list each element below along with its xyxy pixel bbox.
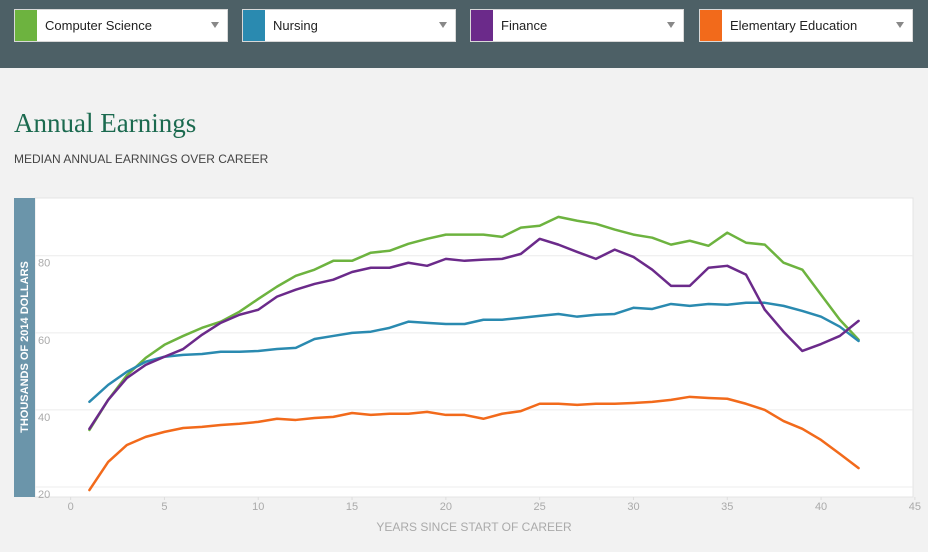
series-dropdown[interactable]: Elementary Education <box>699 9 913 42</box>
series-line <box>88 301 860 404</box>
series-swatch <box>471 10 493 41</box>
dropdown-arrow <box>667 22 675 28</box>
dropdown-arrow <box>439 22 447 28</box>
x-tick-label: 30 <box>627 501 639 513</box>
series-swatch <box>243 10 265 41</box>
series-swatch <box>700 10 722 41</box>
series-name: Elementary Education <box>730 18 858 33</box>
x-tick-label: 10 <box>252 501 264 513</box>
x-tick-label: 15 <box>346 501 358 513</box>
series-line <box>88 237 860 431</box>
x-tick-label: 0 <box>68 501 74 513</box>
y-tick-label: 20 <box>38 489 50 501</box>
y-tick-label: 60 <box>38 335 50 347</box>
series-dropdown[interactable]: Computer Science <box>14 9 228 42</box>
x-tick-label: 20 <box>440 501 452 513</box>
series-name: Finance <box>501 18 548 33</box>
chart-subtitle: MEDIAN ANNUAL EARNINGS OVER CAREER <box>14 152 269 166</box>
y-tick-label: 80 <box>38 258 50 270</box>
x-tick-label: 40 <box>815 501 827 513</box>
series-line <box>88 215 860 432</box>
x-tick-label: 5 <box>161 501 167 513</box>
plot-area <box>34 197 914 498</box>
x-axis-title: YEARS SINCE START OF CAREER <box>376 520 572 534</box>
y-tick-label: 40 <box>38 412 50 424</box>
dropdown-arrow <box>211 22 219 28</box>
y-axis-band <box>14 198 35 497</box>
x-tick-label: 45 <box>909 501 921 513</box>
series-name: Nursing <box>273 18 318 33</box>
series-line <box>88 395 860 492</box>
dropdown-arrow <box>896 22 904 28</box>
series-dropdown[interactable]: Nursing <box>242 9 456 42</box>
x-tick-label: 25 <box>534 501 546 513</box>
chart-title: Annual Earnings <box>14 108 197 138</box>
series-selector-bar: Computer Science Nursing Finance Elementary… <box>0 0 928 68</box>
series-name: Computer Science <box>45 18 152 33</box>
series-swatch <box>15 10 37 41</box>
series-dropdown[interactable]: Finance <box>470 9 684 42</box>
x-tick-label: 35 <box>721 501 733 513</box>
y-axis-title: THOUSANDS OF 2014 DOLLARS <box>19 261 31 433</box>
